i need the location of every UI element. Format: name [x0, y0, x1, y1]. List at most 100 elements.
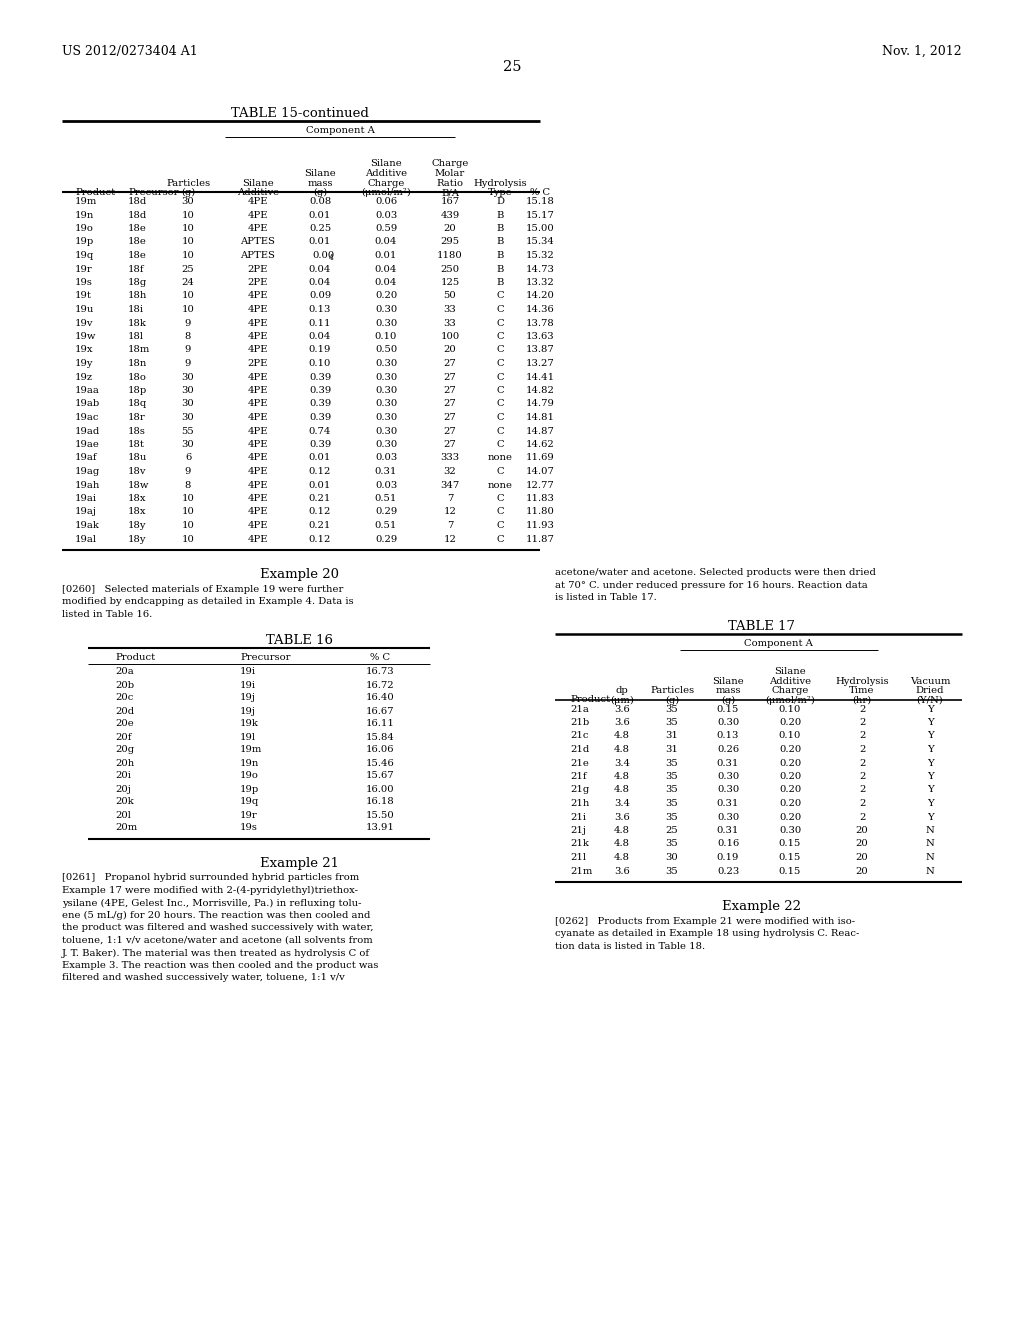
Text: Product: Product [115, 652, 155, 661]
Text: 19p: 19p [75, 238, 94, 247]
Text: 2: 2 [859, 813, 865, 821]
Text: 18l: 18l [128, 333, 144, 341]
Text: 19k: 19k [240, 719, 259, 729]
Text: Component A: Component A [305, 125, 375, 135]
Text: 20b: 20b [115, 681, 134, 689]
Text: Y: Y [927, 772, 933, 781]
Text: 10: 10 [181, 210, 195, 219]
Text: (Y/N): (Y/N) [916, 696, 943, 705]
Text: 19aj: 19aj [75, 507, 97, 516]
Text: ene (5 mL/g) for 20 hours. The reaction was then cooled and: ene (5 mL/g) for 20 hours. The reaction … [62, 911, 371, 920]
Text: 20f: 20f [115, 733, 131, 742]
Text: 2: 2 [859, 705, 865, 714]
Text: C: C [497, 318, 504, 327]
Text: 18r: 18r [128, 413, 145, 422]
Text: Vacuum: Vacuum [909, 676, 950, 685]
Text: none: none [487, 454, 512, 462]
Text: 0.19: 0.19 [309, 346, 331, 355]
Text: 31: 31 [666, 744, 679, 754]
Text: 15.50: 15.50 [366, 810, 394, 820]
Text: 14.41: 14.41 [525, 372, 555, 381]
Text: 15.34: 15.34 [525, 238, 554, 247]
Text: 21f: 21f [570, 772, 587, 781]
Text: 0.30: 0.30 [375, 413, 397, 422]
Text: 19i: 19i [240, 681, 256, 689]
Text: 25: 25 [503, 59, 521, 74]
Text: 4PE: 4PE [248, 413, 268, 422]
Text: 18y: 18y [128, 535, 146, 544]
Text: 0.31: 0.31 [717, 759, 739, 767]
Text: 10: 10 [181, 305, 195, 314]
Text: 21d: 21d [570, 744, 589, 754]
Text: 4PE: 4PE [248, 440, 268, 449]
Text: 15.00: 15.00 [525, 224, 554, 234]
Text: 0.30: 0.30 [717, 718, 739, 727]
Text: 0.31: 0.31 [375, 467, 397, 477]
Text: 0.04: 0.04 [309, 333, 331, 341]
Text: 0.13: 0.13 [717, 731, 739, 741]
Text: 4.8: 4.8 [614, 772, 630, 781]
Text: 347: 347 [440, 480, 460, 490]
Text: 30: 30 [181, 372, 195, 381]
Text: 4PE: 4PE [248, 305, 268, 314]
Text: 19n: 19n [240, 759, 259, 767]
Text: 4PE: 4PE [248, 535, 268, 544]
Text: 4PE: 4PE [248, 197, 268, 206]
Text: Silane: Silane [304, 169, 336, 178]
Text: 11.87: 11.87 [525, 535, 554, 544]
Text: B/A: B/A [441, 187, 459, 197]
Text: N: N [926, 840, 934, 849]
Text: 18t: 18t [128, 440, 144, 449]
Text: 0.16: 0.16 [717, 840, 739, 849]
Text: 1180: 1180 [437, 251, 463, 260]
Text: 18d: 18d [128, 210, 147, 219]
Text: 0.15: 0.15 [779, 866, 801, 875]
Text: the product was filtered and washed successively with water,: the product was filtered and washed succ… [62, 924, 374, 932]
Text: 18h: 18h [128, 292, 147, 301]
Text: 0.30: 0.30 [375, 305, 397, 314]
Text: TABLE 15-continued: TABLE 15-continued [231, 107, 369, 120]
Text: 19r: 19r [240, 810, 258, 820]
Text: 19z: 19z [75, 372, 93, 381]
Text: 35: 35 [666, 840, 678, 849]
Text: 0.01: 0.01 [309, 238, 331, 247]
Text: Silane: Silane [242, 178, 273, 187]
Text: (g): (g) [665, 696, 679, 705]
Text: 18n: 18n [128, 359, 147, 368]
Text: 30: 30 [181, 197, 195, 206]
Text: 33: 33 [443, 318, 457, 327]
Text: none: none [487, 480, 512, 490]
Text: 12.77: 12.77 [525, 480, 554, 490]
Text: 7: 7 [446, 494, 454, 503]
Text: 0.51: 0.51 [375, 521, 397, 531]
Text: 0.23: 0.23 [717, 866, 739, 875]
Text: 20: 20 [443, 224, 457, 234]
Text: 16.73: 16.73 [366, 668, 394, 676]
Text: 15.67: 15.67 [366, 771, 394, 780]
Text: (g): (g) [181, 187, 196, 197]
Text: 0.20: 0.20 [779, 772, 801, 781]
Text: B: B [497, 238, 504, 247]
Text: 18f: 18f [128, 264, 144, 273]
Text: 16.11: 16.11 [366, 719, 394, 729]
Text: 19ah: 19ah [75, 480, 100, 490]
Text: 0.12: 0.12 [309, 535, 331, 544]
Text: 20a: 20a [115, 668, 134, 676]
Text: 0.04: 0.04 [309, 264, 331, 273]
Text: is listed in Table 17.: is listed in Table 17. [555, 593, 656, 602]
Text: 0.74: 0.74 [309, 426, 331, 436]
Text: 9: 9 [184, 346, 191, 355]
Text: 0.01: 0.01 [309, 210, 331, 219]
Text: 19s: 19s [75, 279, 93, 286]
Text: 9: 9 [184, 318, 191, 327]
Text: 35: 35 [666, 718, 678, 727]
Text: 0.21: 0.21 [309, 494, 331, 503]
Text: 14.36: 14.36 [525, 305, 554, 314]
Text: 0.30: 0.30 [375, 385, 397, 395]
Text: 20h: 20h [115, 759, 134, 767]
Text: 2PE: 2PE [248, 264, 268, 273]
Text: 0.26: 0.26 [717, 744, 739, 754]
Text: 3.4: 3.4 [614, 799, 630, 808]
Text: 0.30: 0.30 [375, 318, 397, 327]
Text: 2PE: 2PE [248, 359, 268, 368]
